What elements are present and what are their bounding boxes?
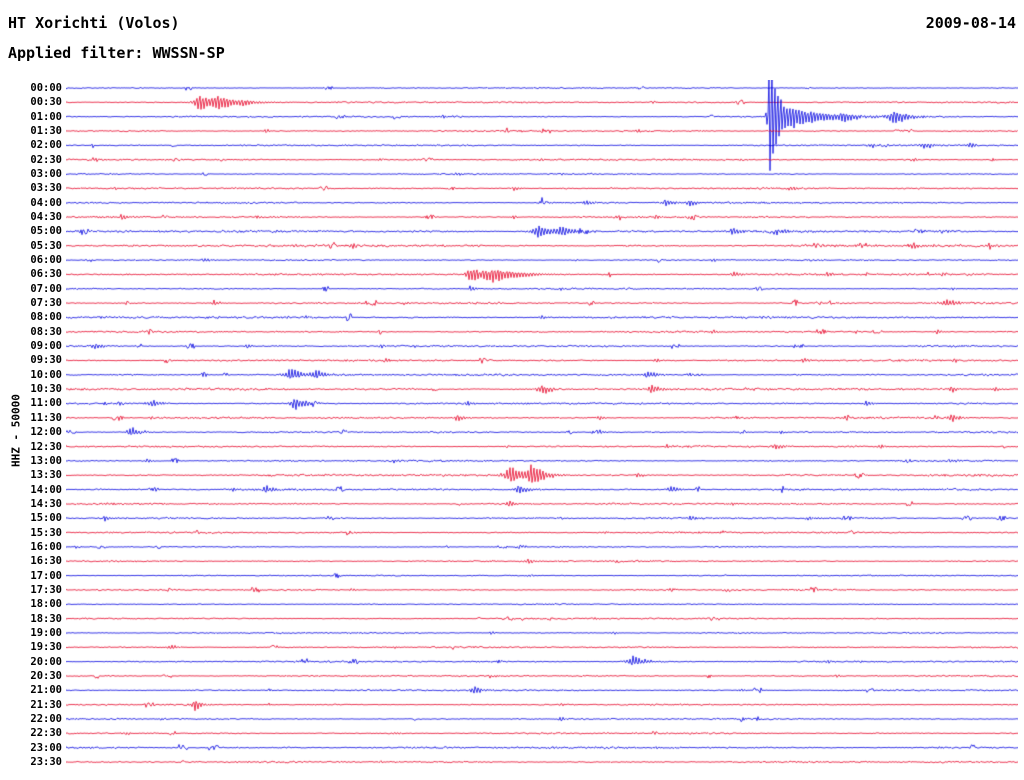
trace-time-label: 10:30	[30, 383, 62, 396]
trace-time-label: 17:00	[30, 569, 62, 582]
trace-time-label: 20:00	[30, 655, 62, 668]
trace-time-label: 18:00	[30, 598, 62, 611]
trace-time-label: 07:30	[30, 297, 62, 310]
trace-time-label: 07:00	[30, 282, 62, 295]
trace-time-label: 16:00	[30, 540, 62, 553]
trace-time-label: 04:00	[30, 196, 62, 209]
trace-time-label: 08:30	[30, 325, 62, 338]
trace-time-label: 01:30	[30, 125, 62, 138]
trace-time-label: 14:30	[30, 497, 62, 510]
trace-time-label: 02:30	[30, 153, 62, 166]
trace-time-label: 17:30	[30, 583, 62, 596]
trace-time-label: 15:00	[30, 512, 62, 525]
trace-time-label: 21:00	[30, 684, 62, 697]
trace-time-label: 20:30	[30, 669, 62, 682]
trace-time-label: 21:30	[30, 698, 62, 711]
trace-time-label: 09:30	[30, 354, 62, 367]
trace-time-label: 05:00	[30, 225, 62, 238]
trace-time-label: 03:00	[30, 168, 62, 181]
trace-time-label: 23:00	[30, 741, 62, 754]
trace-time-label: 01:00	[30, 110, 62, 123]
trace-time-label: 06:00	[30, 254, 62, 267]
trace-time-label: 12:30	[30, 440, 62, 453]
record-date: 2009-08-14	[925, 14, 1016, 32]
trace-time-label: 19:00	[30, 626, 62, 639]
trace-time-label: 08:00	[30, 311, 62, 324]
trace-time-label: 12:00	[30, 426, 62, 439]
trace-time-label: 10:00	[30, 368, 62, 381]
applied-filter-label: Applied filter: WWSSN-SP	[8, 44, 225, 62]
trace-time-label: 15:30	[30, 526, 62, 539]
trace-time-label: 22:00	[30, 712, 62, 725]
trace-time-label: 22:30	[30, 727, 62, 740]
trace-time-label: 00:30	[30, 96, 62, 109]
trace-time-label: 03:30	[30, 182, 62, 195]
trace-time-label: 16:30	[30, 555, 62, 568]
trace-time-label: 14:00	[30, 483, 62, 496]
trace-time-label: 04:30	[30, 211, 62, 224]
trace-time-label: 02:00	[30, 139, 62, 152]
trace-time-label: 19:30	[30, 641, 62, 654]
helicorder-canvas	[66, 80, 1018, 780]
trace-time-label: 23:30	[30, 756, 62, 768]
trace-time-label: 13:00	[30, 454, 62, 467]
trace-time-label: 05:30	[30, 239, 62, 252]
station-title: HT Xorichti (Volos)	[8, 14, 180, 32]
trace-time-label: 18:30	[30, 612, 62, 625]
trace-time-label: 13:30	[30, 469, 62, 482]
trace-time-label: 09:00	[30, 340, 62, 353]
trace-time-label: 06:30	[30, 268, 62, 281]
trace-time-label: 00:00	[30, 82, 62, 94]
trace-time-label: 11:00	[30, 397, 62, 410]
trace-time-label: 11:30	[30, 411, 62, 424]
